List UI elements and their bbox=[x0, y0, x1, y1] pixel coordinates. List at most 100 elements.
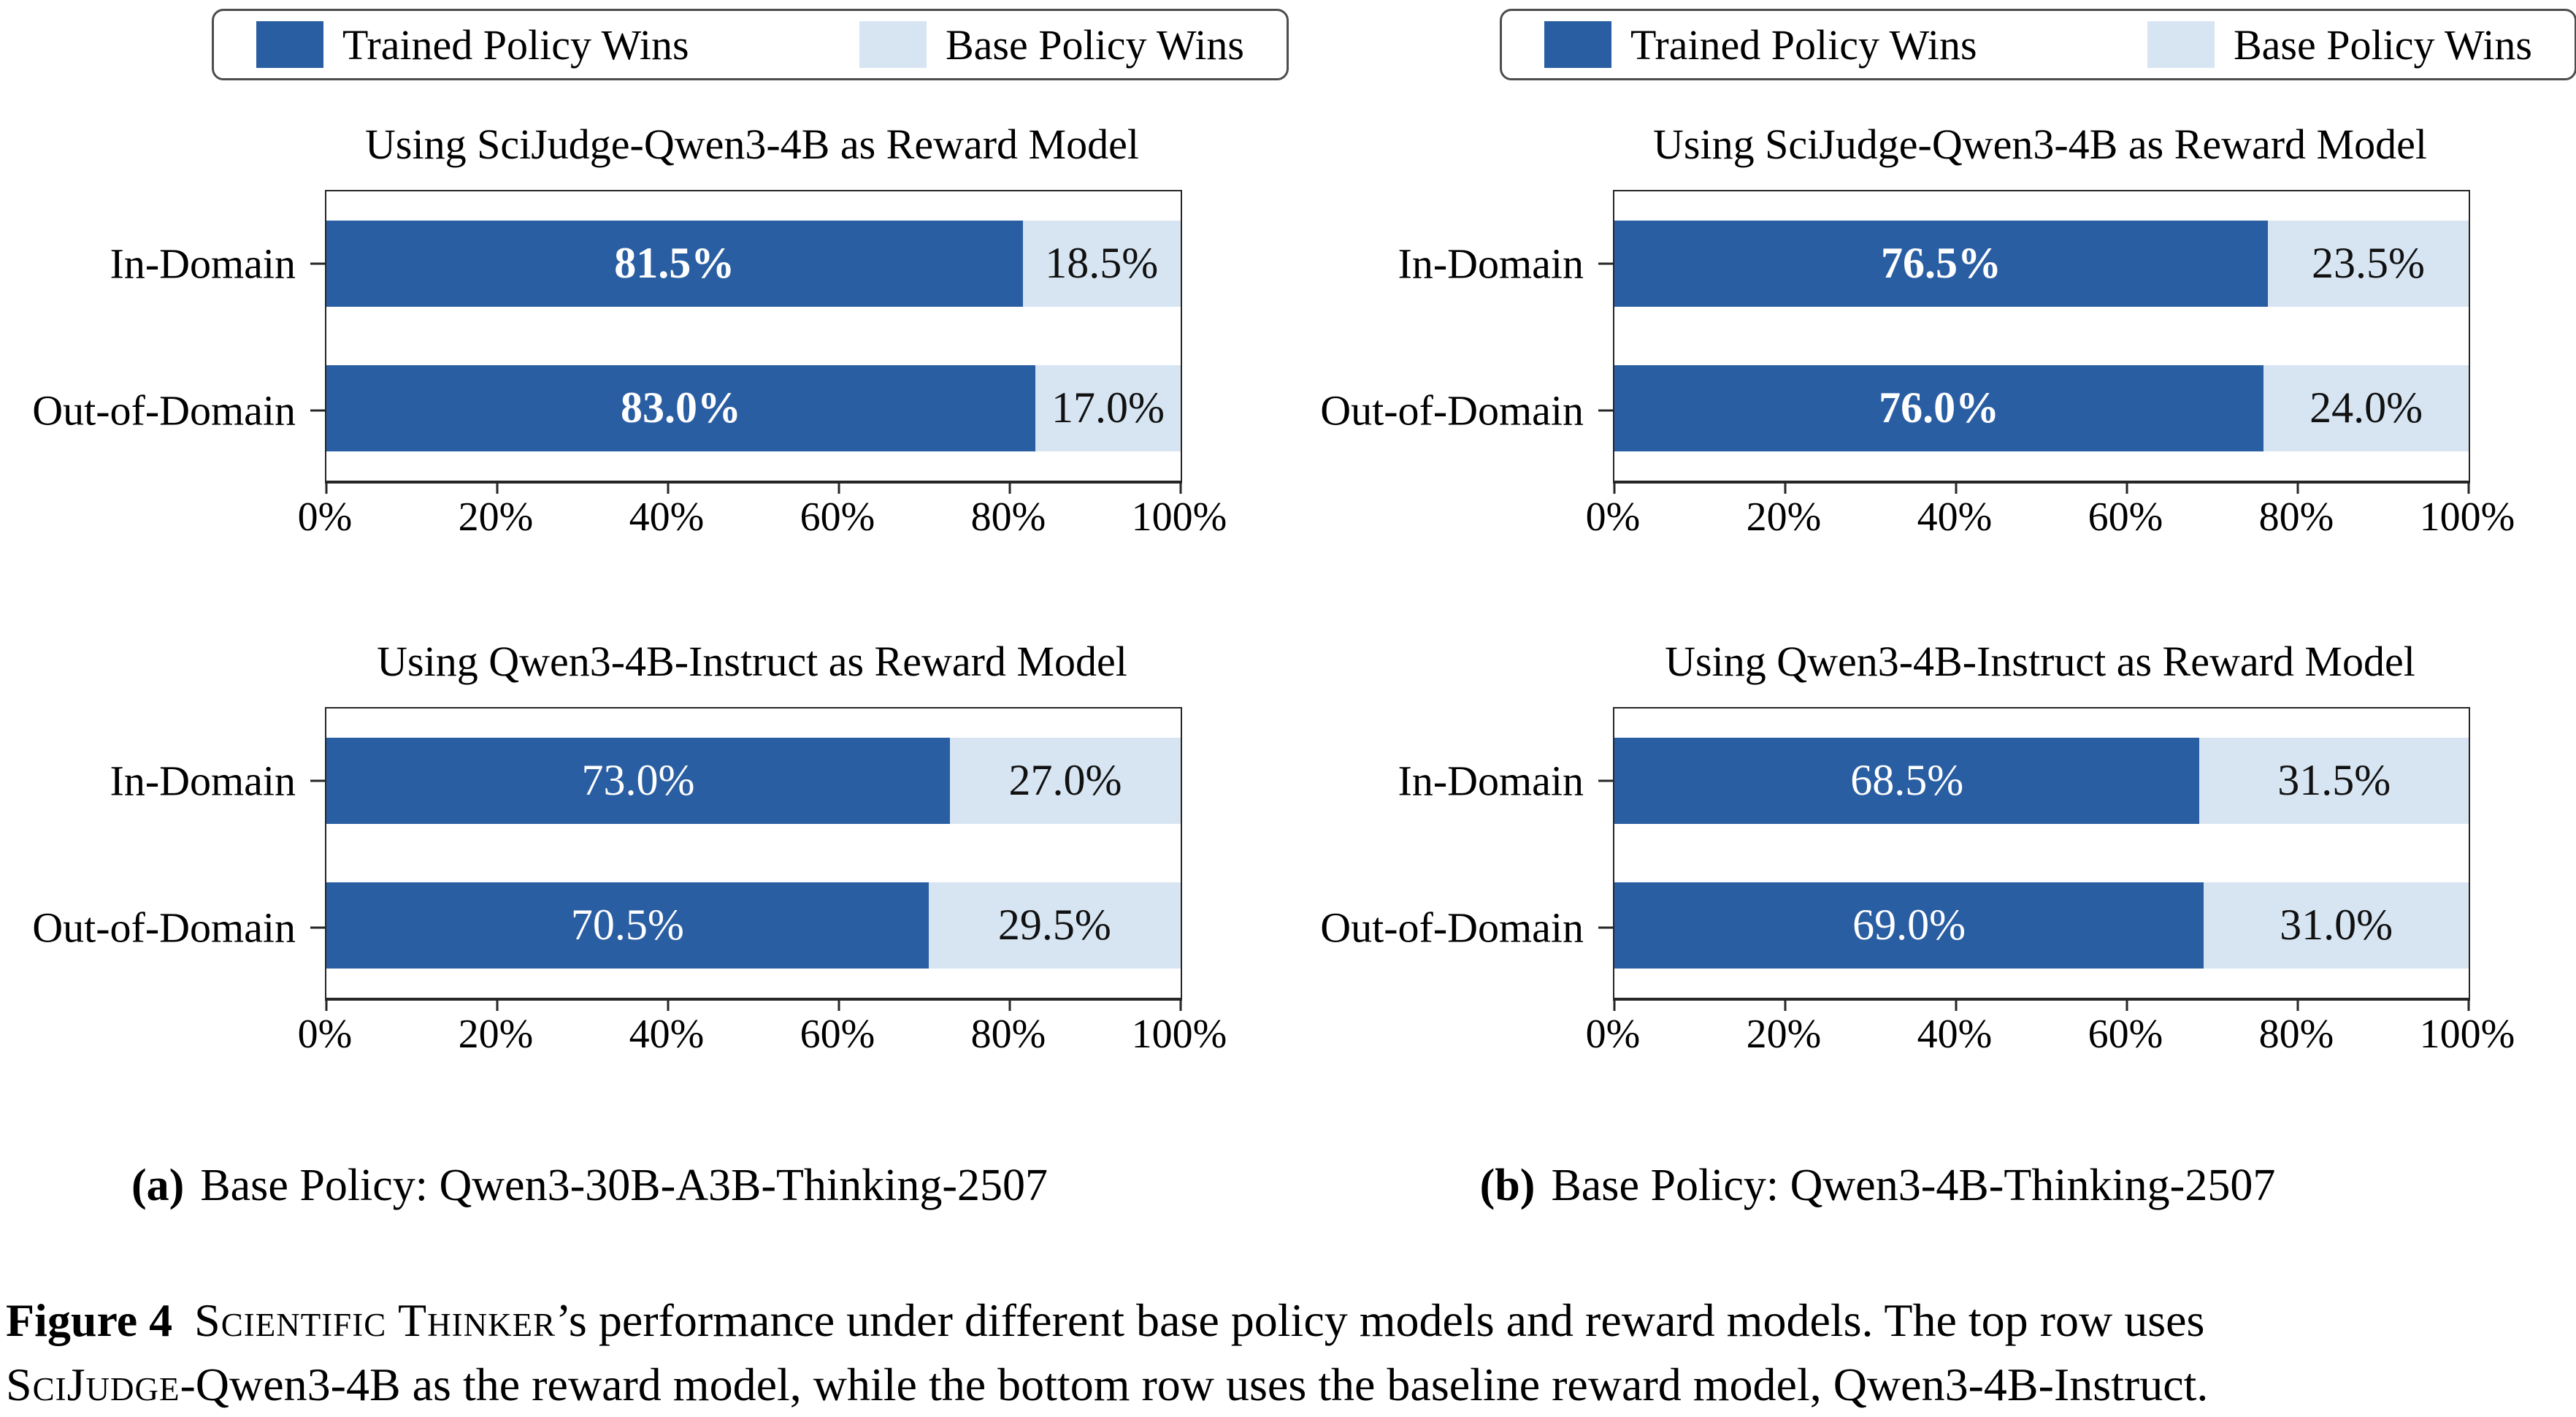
x-tick-label: 20% bbox=[1746, 1012, 1822, 1057]
bar-value-label: 27.0% bbox=[1008, 756, 1122, 805]
bar-value-label: 17.0% bbox=[1051, 383, 1165, 432]
bar-in-domain: 68.5% 31.5% bbox=[1614, 737, 2469, 825]
bar-out-of-domain: 76.0% 24.0% bbox=[1614, 364, 2469, 452]
bar-segment-trained: 76.5% bbox=[1614, 220, 2269, 308]
bar-value-label: 76.0% bbox=[1879, 383, 2000, 432]
y-tick-label: Out-of-Domain bbox=[1320, 904, 1584, 951]
plot-area: 81.5% 18.5% 83.0% 17.0% bbox=[325, 190, 1182, 494]
legend-label: Base Policy Wins bbox=[945, 20, 1244, 69]
chart-title: Using SciJudge-Qwen3-4B as Reward Model bbox=[365, 121, 1139, 168]
legend: Trained Policy Wins Base Policy Wins bbox=[1500, 9, 2576, 80]
chart-a-instruct-reward: Using Qwen3-4B-Instruct as Reward Model … bbox=[0, 635, 1288, 1058]
x-tick-label: 40% bbox=[1917, 494, 1993, 540]
caption-text: -Qwen3-4B as the reward model, while the… bbox=[180, 1359, 2209, 1410]
chart-title: Using Qwen3-4B-Instruct as Reward Model bbox=[1665, 638, 2415, 685]
x-tick-mark bbox=[2125, 484, 2128, 494]
figure-caption-line-1: Figure 4 Scientific Thinker’s performance… bbox=[6, 1288, 2573, 1353]
chart-b-scijudge-reward: Using SciJudge-Qwen3-4B as Reward Model … bbox=[1288, 118, 2576, 541]
subfigure-text: Base Policy: Qwen3-4B-Thinking-2507 bbox=[1551, 1161, 2276, 1210]
x-axis-labels: 0% 20% 40% 60% 80% 100% bbox=[298, 1011, 1227, 1058]
bar-segment-trained: 81.5% bbox=[326, 220, 1023, 308]
x-tick-label: 40% bbox=[1917, 1012, 1993, 1057]
bar-value-label: 23.5% bbox=[2312, 239, 2425, 288]
y-axis: In-Domain Out-of-Domain bbox=[0, 707, 325, 1001]
x-tick-mark bbox=[1008, 1001, 1011, 1011]
subfigure-columns: Trained Policy Wins Base Policy Wins Usi… bbox=[0, 0, 2576, 1212]
bar-value-label: 70.5% bbox=[570, 901, 684, 950]
x-tick-label: 20% bbox=[458, 494, 534, 540]
x-axis-labels: 0% 20% 40% 60% 80% 100% bbox=[298, 494, 1227, 541]
base-policy-swatch bbox=[859, 21, 927, 68]
x-tick-label: 80% bbox=[970, 494, 1046, 540]
legend-label: Trained Policy Wins bbox=[342, 20, 689, 69]
x-tick-mark bbox=[667, 484, 670, 494]
bar-in-domain: 76.5% 23.5% bbox=[1614, 220, 2469, 308]
bar-segment-trained: 68.5% bbox=[1614, 737, 2200, 825]
caption-text: ’s performance under different base poli… bbox=[556, 1294, 2205, 1346]
x-tick-label: 20% bbox=[1746, 494, 1822, 540]
plot-area: 73.0% 27.0% 70.5% 29.5% bbox=[325, 707, 1182, 1011]
bar-segment-base: 18.5% bbox=[1022, 220, 1181, 308]
x-tick-mark bbox=[325, 1001, 328, 1011]
x-tick-mark bbox=[1008, 484, 1011, 494]
bar-out-of-domain: 69.0% 31.0% bbox=[1614, 882, 2469, 969]
caption-smallcaps: Scientific Thinker bbox=[194, 1294, 556, 1346]
trained-policy-swatch bbox=[1544, 21, 1611, 68]
plot-area: 68.5% 31.5% 69.0% 31.0% bbox=[1613, 707, 2470, 1011]
legend: Trained Policy Wins Base Policy Wins bbox=[212, 9, 1289, 80]
legend-label: Base Policy Wins bbox=[2233, 20, 2532, 69]
legend-item-trained: Trained Policy Wins bbox=[1544, 20, 1977, 69]
y-axis: In-Domain Out-of-Domain bbox=[1288, 190, 1613, 484]
y-tick-mark bbox=[310, 409, 325, 411]
figure-number: Figure 4 bbox=[6, 1294, 173, 1346]
x-tick-mark bbox=[325, 484, 328, 494]
y-tick-mark bbox=[310, 926, 325, 928]
x-tick-label: 60% bbox=[2088, 494, 2163, 540]
trained-policy-swatch bbox=[256, 21, 323, 68]
bar-value-label: 31.5% bbox=[2277, 756, 2391, 805]
x-tick-mark bbox=[837, 1001, 840, 1011]
plot-row: In-Domain Out-of-Domain 73.0% 27.0% 70.5… bbox=[0, 707, 1288, 1011]
x-tick-label: 60% bbox=[2088, 1012, 2163, 1057]
y-tick-mark bbox=[310, 779, 325, 782]
bar-segment-base: 27.0% bbox=[950, 737, 1181, 825]
x-axis-labels: 0% 20% 40% 60% 80% 100% bbox=[1586, 1011, 2515, 1058]
y-tick-mark bbox=[1598, 262, 1613, 264]
x-tick-mark bbox=[496, 1001, 499, 1011]
bar-value-label: 31.0% bbox=[2280, 901, 2393, 950]
x-tick-label: 100% bbox=[1131, 494, 1227, 540]
y-tick-label: Out-of-Domain bbox=[32, 386, 296, 434]
bar-segment-base: 31.0% bbox=[2204, 882, 2469, 969]
bar-value-label: 18.5% bbox=[1045, 239, 1159, 288]
bar-value-label: 83.0% bbox=[621, 383, 742, 432]
chart-a-scijudge-reward: Using SciJudge-Qwen3-4B as Reward Model … bbox=[0, 118, 1288, 541]
y-tick-label: In-Domain bbox=[110, 240, 296, 287]
legend-item-base: Base Policy Wins bbox=[859, 20, 1244, 69]
subfigure-a: Trained Policy Wins Base Policy Wins Usi… bbox=[0, 0, 1289, 1212]
subfigure-marker: (a) bbox=[131, 1161, 185, 1210]
x-tick-mark bbox=[2125, 1001, 2128, 1011]
plot-row: In-Domain Out-of-Domain 76.5% 23.5% 76.0… bbox=[1288, 190, 2576, 494]
bar-segment-base: 24.0% bbox=[2263, 364, 2469, 452]
bar-value-label: 69.0% bbox=[1852, 901, 1966, 950]
bar-out-of-domain: 70.5% 29.5% bbox=[326, 882, 1181, 969]
x-tick-mark bbox=[667, 1001, 670, 1011]
chart-title: Using Qwen3-4B-Instruct as Reward Model bbox=[377, 638, 1127, 685]
subfigure-text: Base Policy: Qwen3-30B-A3B-Thinking-2507 bbox=[200, 1161, 1048, 1210]
subfigure-marker: (b) bbox=[1479, 1161, 1536, 1210]
bar-segment-base: 31.5% bbox=[2199, 737, 2469, 825]
y-axis: In-Domain Out-of-Domain bbox=[1288, 707, 1613, 1001]
subfigure-caption-b: (b) Base Policy: Qwen3-4B-Thinking-2507 bbox=[1288, 1160, 2467, 1212]
y-tick-mark bbox=[1598, 926, 1613, 928]
x-tick-mark bbox=[1179, 484, 1182, 494]
x-tick-mark bbox=[1613, 484, 1616, 494]
bar-value-label: 81.5% bbox=[614, 239, 735, 288]
x-tick-mark bbox=[1784, 1001, 1787, 1011]
bar-segment-base: 17.0% bbox=[1035, 364, 1181, 452]
y-tick-mark bbox=[1598, 409, 1613, 411]
x-tick-label: 60% bbox=[800, 1012, 875, 1057]
subfigure-caption-a: (a) Base Policy: Qwen3-30B-A3B-Thinking-2… bbox=[0, 1160, 1179, 1212]
legend-item-trained: Trained Policy Wins bbox=[256, 20, 689, 69]
y-tick-label: In-Domain bbox=[110, 757, 296, 804]
